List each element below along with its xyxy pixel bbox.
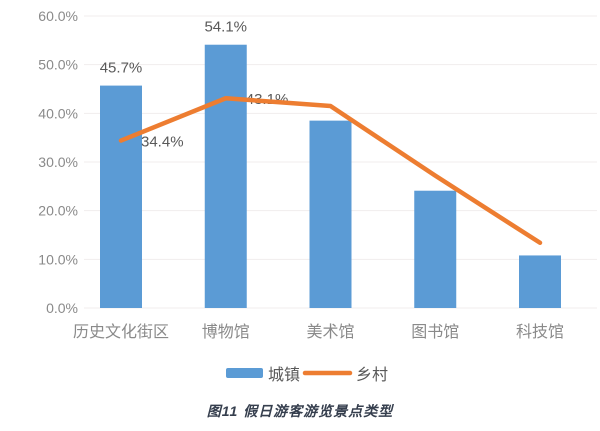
legend-label-bar: 城镇 [268, 366, 300, 384]
x-category-label: 科技馆 [516, 323, 564, 341]
x-category-label: 美术馆 [306, 323, 354, 341]
bar-data-label: 45.7% [100, 60, 143, 77]
y-axis-tick-label: 0.0% [46, 300, 78, 316]
bar-美术馆 [309, 120, 352, 308]
bar-博物馆 [204, 44, 247, 309]
y-axis-tick-label: 40.0% [38, 105, 78, 121]
line-data-label: 34.4% [141, 134, 184, 151]
bar-line-chart: 0.0% 10.0% 20.0% 30.0% 40.0% 50.0% 60.0% 45.7% 5… [38, 8, 597, 384]
bar-data-label: 54.1% [204, 19, 247, 36]
y-axis-tick-label: 10.0% [38, 251, 78, 267]
bar-图书馆 [414, 190, 457, 308]
y-axis-tick-label: 30.0% [38, 154, 78, 170]
legend-swatch-bar [226, 368, 263, 378]
bar-科技馆 [519, 255, 561, 308]
x-category-label: 图书馆 [411, 323, 459, 341]
legend-label-line: 乡村 [356, 366, 388, 384]
x-category-label: 历史文化街区 [73, 323, 169, 341]
figure-caption: 图11 假日游客游览景点类型 [206, 403, 394, 419]
y-axis-tick-label: 50.0% [38, 57, 78, 73]
bar-历史文化街区 [100, 85, 142, 309]
x-category-label: 博物馆 [202, 323, 250, 341]
y-axis-tick-label: 20.0% [38, 203, 78, 219]
y-axis-tick-label: 60.0% [38, 8, 78, 24]
line-series-乡村 [118, 95, 543, 246]
